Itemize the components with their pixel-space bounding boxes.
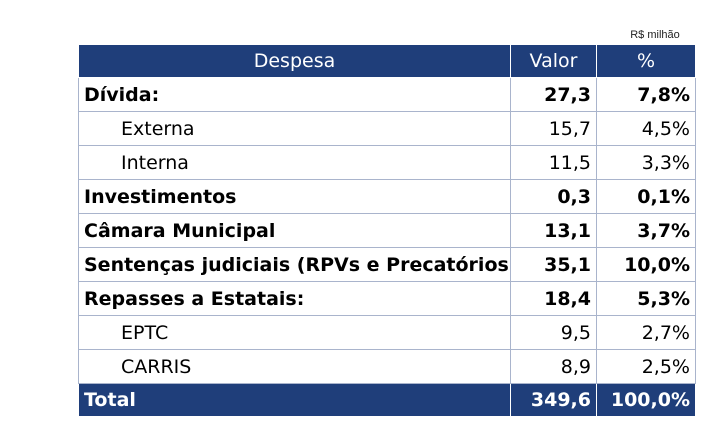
row-percent: 0,1% xyxy=(596,179,696,214)
row-valor: 0,3 xyxy=(510,179,597,214)
table-row: Dívida: 27,3 7,8% xyxy=(78,77,696,112)
row-percent: 2,7% xyxy=(596,315,696,350)
expense-table: Despesa Valor % Dívida: 27,3 7,8% Extern… xyxy=(78,44,696,417)
row-valor: 11,5 xyxy=(510,145,597,180)
table-row: Externa 15,7 4,5% xyxy=(78,111,696,146)
row-valor: 27,3 xyxy=(510,77,597,112)
table-row: Câmara Municipal 13,1 3,7% xyxy=(78,213,696,248)
table-row: Interna 11,5 3,3% xyxy=(78,145,696,180)
table-row: Investimentos 0,3 0,1% xyxy=(78,179,696,214)
unit-label: R$ milhão xyxy=(630,29,680,41)
table-header-row: Despesa Valor % xyxy=(78,44,696,78)
row-valor: 35,1 xyxy=(510,247,597,282)
row-valor: 15,7 xyxy=(510,111,597,146)
table-row: Sentenças judiciais (RPVs e Precatórios)… xyxy=(78,247,696,282)
header-percent: % xyxy=(596,44,696,78)
row-valor: 18,4 xyxy=(510,281,597,316)
row-label: EPTC xyxy=(78,315,511,350)
row-valor: 8,9 xyxy=(510,349,597,384)
row-label: Investimentos xyxy=(78,179,511,214)
total-label: Total xyxy=(78,383,511,417)
row-percent: 3,3% xyxy=(596,145,696,180)
header-despesa: Despesa xyxy=(78,44,511,78)
row-percent: 5,3% xyxy=(596,281,696,316)
row-percent: 4,5% xyxy=(596,111,696,146)
row-label: Interna xyxy=(78,145,511,180)
total-row: Total 349,6 100,0% xyxy=(78,383,696,417)
table-row: EPTC 9,5 2,7% xyxy=(78,315,696,350)
row-percent: 2,5% xyxy=(596,349,696,384)
row-percent: 3,7% xyxy=(596,213,696,248)
row-label: Câmara Municipal xyxy=(78,213,511,248)
row-label: Sentenças judiciais (RPVs e Precatórios) xyxy=(78,247,511,282)
table-row: CARRIS 8,9 2,5% xyxy=(78,349,696,384)
row-valor: 9,5 xyxy=(510,315,597,350)
row-label: Externa xyxy=(78,111,511,146)
row-label: Dívida: xyxy=(78,77,511,112)
row-valor: 13,1 xyxy=(510,213,597,248)
table-row: Repasses a Estatais: 18,4 5,3% xyxy=(78,281,696,316)
row-percent: 10,0% xyxy=(596,247,696,282)
row-label: CARRIS xyxy=(78,349,511,384)
header-valor: Valor xyxy=(510,44,597,78)
total-percent: 100,0% xyxy=(596,383,696,417)
row-percent: 7,8% xyxy=(596,77,696,112)
row-label: Repasses a Estatais: xyxy=(78,281,511,316)
total-valor: 349,6 xyxy=(510,383,597,417)
